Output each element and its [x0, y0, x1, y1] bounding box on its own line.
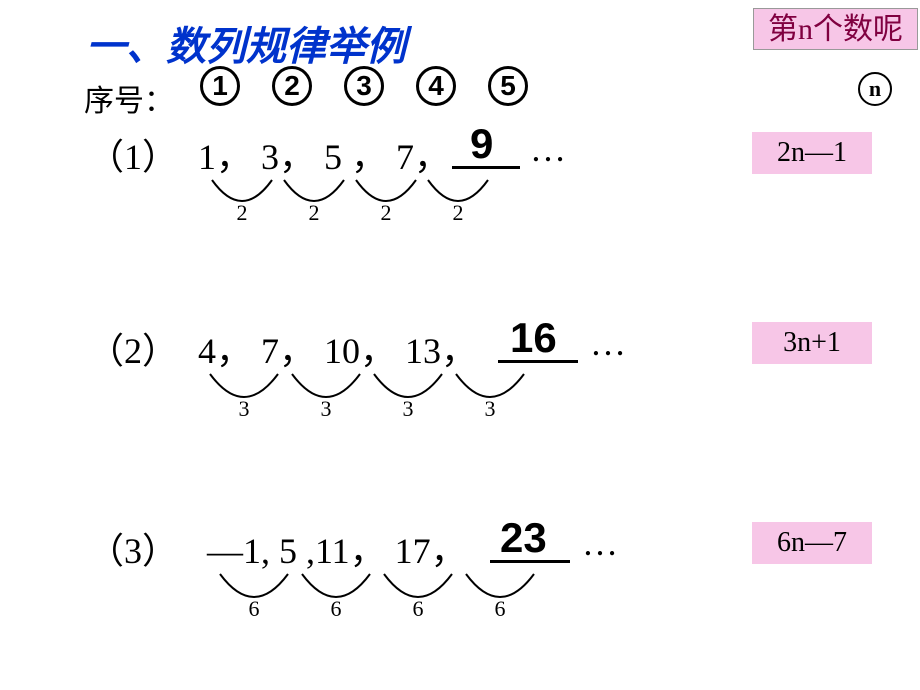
difference-arcs: 2222: [210, 178, 498, 226]
index-circle: 1: [200, 66, 240, 106]
sequence-tail: …: [590, 322, 626, 364]
sequence-text: —1, 5 ,11， 17，: [198, 522, 467, 574]
difference-value: 2: [210, 200, 274, 226]
formula-badge: 2n—1: [752, 132, 872, 174]
arc-icon: [282, 178, 346, 202]
arc-icon: [372, 372, 444, 398]
difference-value: 6: [464, 596, 536, 622]
difference-value: 2: [282, 200, 346, 226]
sequence-answer: 23: [500, 514, 547, 562]
row-label: （3）: [88, 522, 178, 574]
arc-icon: [290, 372, 362, 398]
arc-icon: [454, 372, 526, 398]
arc-icon: [208, 372, 280, 398]
arc-icon: [354, 178, 418, 202]
arc-icon: [426, 178, 490, 202]
difference-value: 3: [290, 396, 362, 422]
sequence-tail: …: [530, 128, 566, 170]
arc-icon: [210, 178, 274, 202]
row-label: （1）: [88, 128, 178, 180]
sequence-text: 4， 7， 10， 13，: [198, 322, 477, 374]
arc-icon: [218, 572, 290, 598]
difference-value: 3: [372, 396, 444, 422]
difference-value: 2: [354, 200, 418, 226]
sequence-answer: 16: [510, 314, 557, 362]
index-circle: 4: [416, 66, 456, 106]
index-circles-row: 12345: [200, 66, 560, 106]
circled-n-icon: n: [858, 72, 892, 106]
difference-arcs: 6666: [218, 572, 546, 622]
difference-arcs: 3333: [208, 372, 536, 422]
index-circle: 3: [344, 66, 384, 106]
difference-value: 6: [300, 596, 372, 622]
difference-value: 6: [382, 596, 454, 622]
arc-icon: [382, 572, 454, 598]
difference-value: 2: [426, 200, 490, 226]
index-circle: 2: [272, 66, 312, 106]
arc-icon: [300, 572, 372, 598]
difference-value: 3: [208, 396, 280, 422]
difference-value: 3: [454, 396, 526, 422]
formula-badge: 6n—7: [752, 522, 872, 564]
index-label: 序号：: [84, 76, 174, 120]
nth-question-badge: 第n个数呢: [753, 8, 918, 50]
section-title: 一、数列规律举例: [86, 14, 406, 72]
difference-value: 6: [218, 596, 290, 622]
sequence-text: 1， 3， 5 ， 7，: [198, 128, 450, 180]
row-label: （2）: [88, 322, 178, 374]
arc-icon: [464, 572, 536, 598]
sequence-tail: …: [582, 522, 618, 564]
index-circle: 5: [488, 66, 528, 106]
sequence-answer: 9: [470, 120, 493, 168]
formula-badge: 3n+1: [752, 322, 872, 364]
